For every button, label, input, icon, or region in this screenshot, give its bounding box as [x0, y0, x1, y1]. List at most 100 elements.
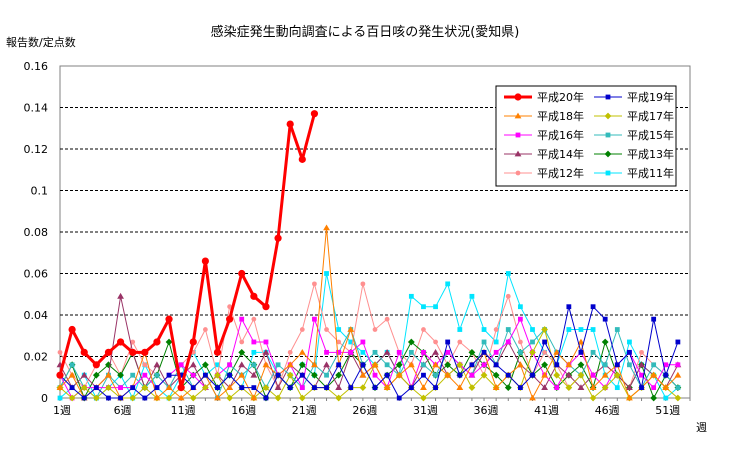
data-point	[251, 349, 257, 355]
data-point	[262, 348, 270, 355]
data-point	[372, 372, 378, 378]
data-point	[298, 155, 306, 163]
data-point	[130, 372, 136, 378]
legend-swatch-marker	[604, 112, 612, 120]
data-point	[492, 384, 500, 391]
legend-swatch-marker	[514, 93, 522, 101]
data-point	[324, 349, 329, 355]
data-point	[469, 362, 475, 368]
data-point	[153, 394, 161, 401]
y-tick-label: 0.02	[24, 351, 49, 364]
data-point	[407, 338, 415, 346]
data-point	[541, 361, 549, 369]
data-point	[383, 348, 391, 355]
data-point	[432, 361, 439, 368]
data-point	[117, 292, 124, 299]
data-point	[566, 304, 572, 310]
data-point	[239, 385, 245, 391]
data-point	[226, 315, 234, 323]
data-point	[201, 361, 209, 369]
data-point	[165, 338, 173, 346]
data-point	[395, 361, 403, 369]
data-point	[189, 361, 197, 368]
data-point	[153, 338, 161, 346]
data-point	[81, 395, 87, 401]
data-point	[360, 339, 366, 345]
series-平成19年	[57, 304, 681, 401]
data-point	[68, 325, 76, 334]
data-point	[554, 385, 560, 391]
data-point	[577, 361, 585, 369]
data-point	[215, 385, 220, 391]
series-line	[59, 306, 679, 399]
y-tick-label: 0.06	[24, 268, 49, 281]
x-tick-label: 21週	[292, 404, 317, 417]
data-point	[663, 362, 669, 368]
data-point	[493, 327, 499, 332]
data-point	[639, 372, 644, 378]
legend-item: 平成18年	[504, 109, 584, 123]
data-point	[56, 371, 64, 379]
data-point	[360, 349, 366, 355]
legend-item: 平成13年	[594, 147, 674, 161]
data-point	[529, 394, 536, 401]
data-point	[105, 384, 112, 392]
data-point	[372, 385, 378, 391]
data-point	[578, 349, 584, 355]
data-point	[674, 394, 682, 402]
data-point	[468, 384, 476, 392]
legend-item: 平成16年	[504, 128, 584, 142]
data-point	[298, 394, 306, 402]
data-point	[336, 339, 342, 345]
data-point	[517, 339, 523, 345]
data-point	[663, 372, 669, 378]
legend-box	[495, 85, 677, 187]
data-point	[201, 257, 209, 265]
data-point	[323, 361, 330, 368]
data-point	[457, 372, 463, 378]
data-point	[421, 327, 426, 332]
data-point	[601, 371, 609, 378]
data-point	[189, 394, 197, 402]
data-point	[542, 339, 548, 345]
data-point	[421, 349, 426, 355]
data-point	[251, 385, 257, 391]
data-point	[601, 338, 609, 346]
data-point	[226, 384, 234, 391]
data-point	[601, 384, 609, 392]
data-point	[310, 110, 319, 118]
data-point	[627, 339, 632, 345]
data-point	[445, 339, 451, 345]
data-point	[359, 371, 367, 378]
data-point	[420, 384, 427, 391]
x-tick-label: 6週	[114, 404, 132, 417]
data-point	[239, 316, 245, 322]
legend-swatch-marker	[605, 170, 611, 176]
data-point	[299, 372, 305, 378]
data-point	[190, 385, 196, 391]
x-tick-label: 1週	[53, 404, 71, 417]
data-point	[238, 269, 246, 278]
data-point	[142, 362, 148, 368]
data-point	[263, 339, 269, 345]
data-point	[626, 384, 633, 391]
data-point	[311, 361, 318, 368]
data-point	[93, 385, 99, 391]
x-tick-label: 11週	[171, 404, 196, 417]
legend-item: 平成17年	[594, 109, 674, 123]
data-point	[433, 372, 438, 378]
y-tick-label: 0.14	[24, 102, 49, 115]
data-point	[227, 372, 233, 378]
data-point	[468, 348, 476, 356]
data-point	[421, 372, 426, 378]
y-tick-label: 0.1	[31, 185, 49, 198]
data-point	[274, 394, 282, 402]
data-point	[142, 372, 148, 378]
data-point	[530, 327, 535, 332]
data-point	[312, 385, 317, 391]
data-point	[516, 361, 524, 368]
data-point	[505, 327, 511, 332]
legend-label: 平成15年	[627, 128, 674, 142]
data-point	[638, 361, 645, 368]
